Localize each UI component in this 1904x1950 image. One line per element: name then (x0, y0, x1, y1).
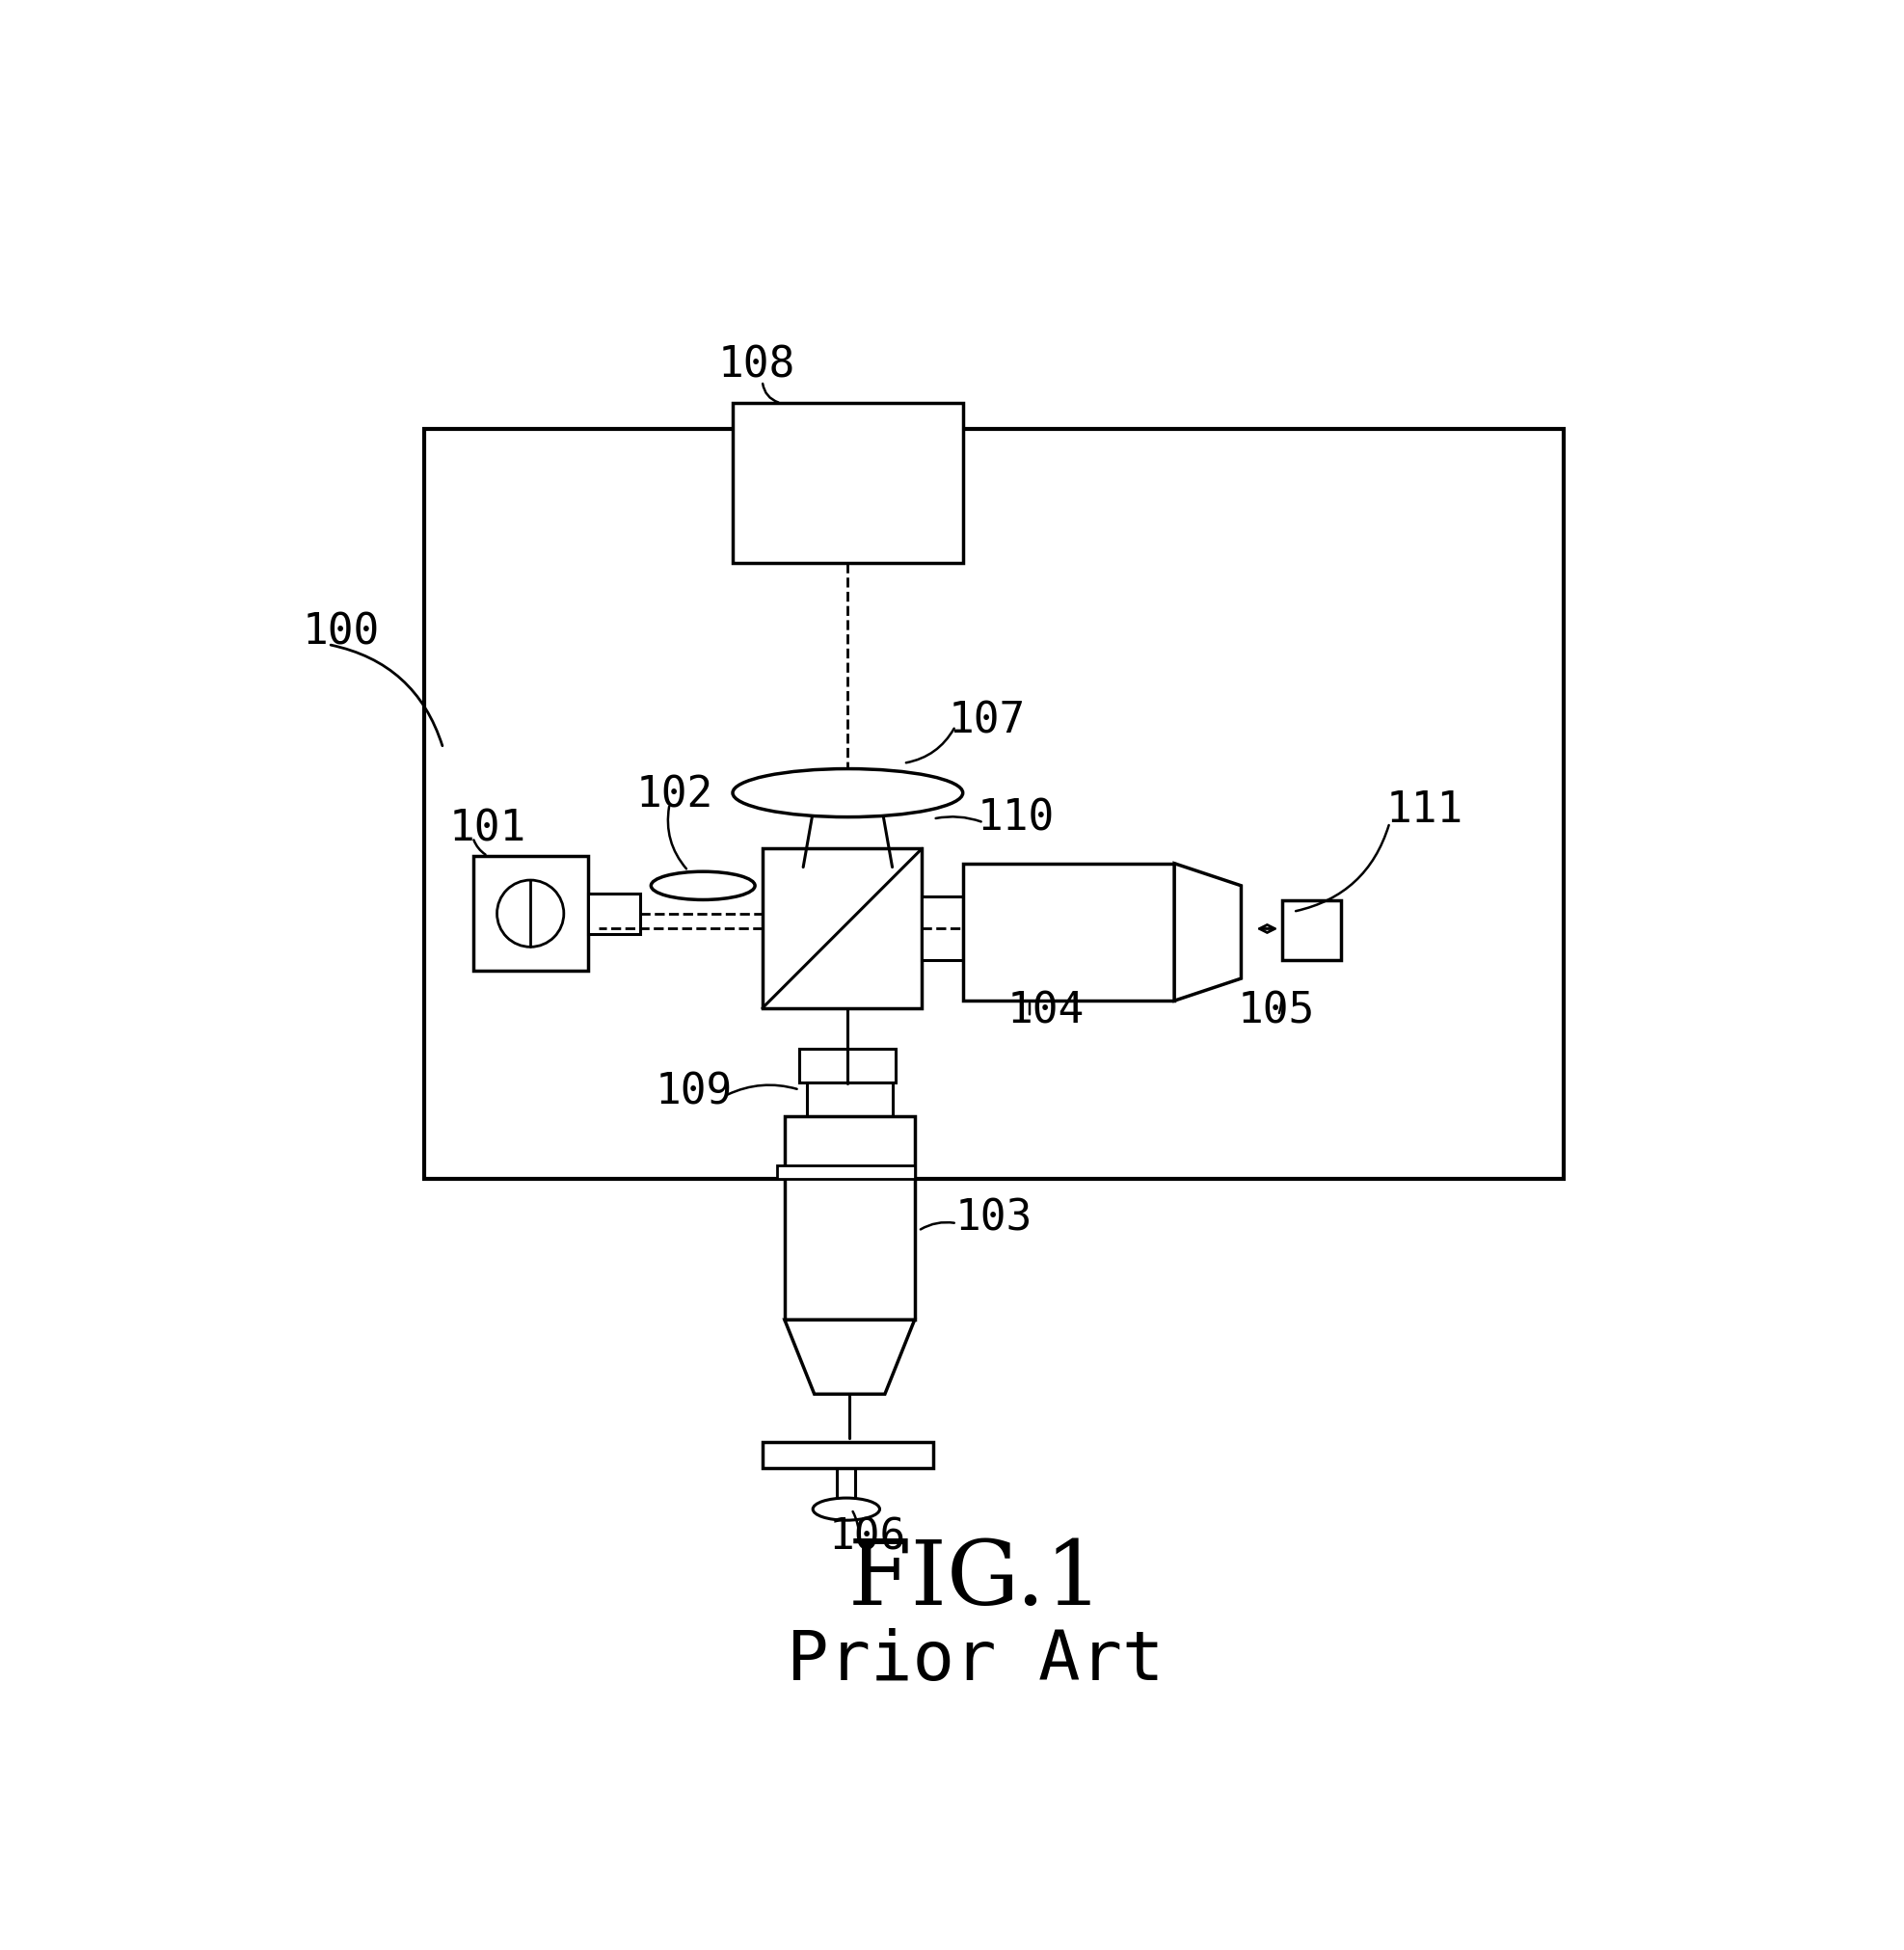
Ellipse shape (651, 872, 756, 899)
Bar (1281, 901, 1342, 959)
Text: 109: 109 (655, 1073, 733, 1113)
Ellipse shape (813, 1498, 880, 1521)
Bar (800, 1049, 897, 1082)
Text: 110: 110 (977, 798, 1055, 838)
Text: 101: 101 (449, 809, 527, 850)
Text: 105: 105 (1238, 991, 1316, 1032)
Bar (425, 429, 1563, 1180)
Polygon shape (1175, 864, 1241, 1000)
Text: 107: 107 (948, 700, 1026, 743)
Text: 108: 108 (718, 345, 796, 386)
Text: 104: 104 (1007, 991, 1085, 1032)
Text: 102: 102 (636, 774, 714, 817)
Bar (777, 1166, 914, 1180)
Bar (963, 864, 1175, 1000)
Bar (784, 1115, 914, 1320)
Text: FIG.1: FIG.1 (847, 1537, 1102, 1622)
Bar (472, 856, 588, 971)
Bar (922, 897, 963, 959)
Text: Prior Art: Prior Art (786, 1628, 1163, 1695)
Bar (807, 1082, 893, 1115)
Ellipse shape (733, 768, 963, 817)
Bar (588, 893, 640, 934)
Bar (762, 1443, 933, 1468)
Text: 106: 106 (830, 1517, 906, 1558)
Bar (762, 848, 922, 1008)
Text: 111: 111 (1386, 790, 1464, 831)
Text: 103: 103 (956, 1197, 1032, 1240)
Bar (733, 404, 963, 564)
Text: 100: 100 (303, 612, 379, 653)
Polygon shape (784, 1320, 914, 1394)
